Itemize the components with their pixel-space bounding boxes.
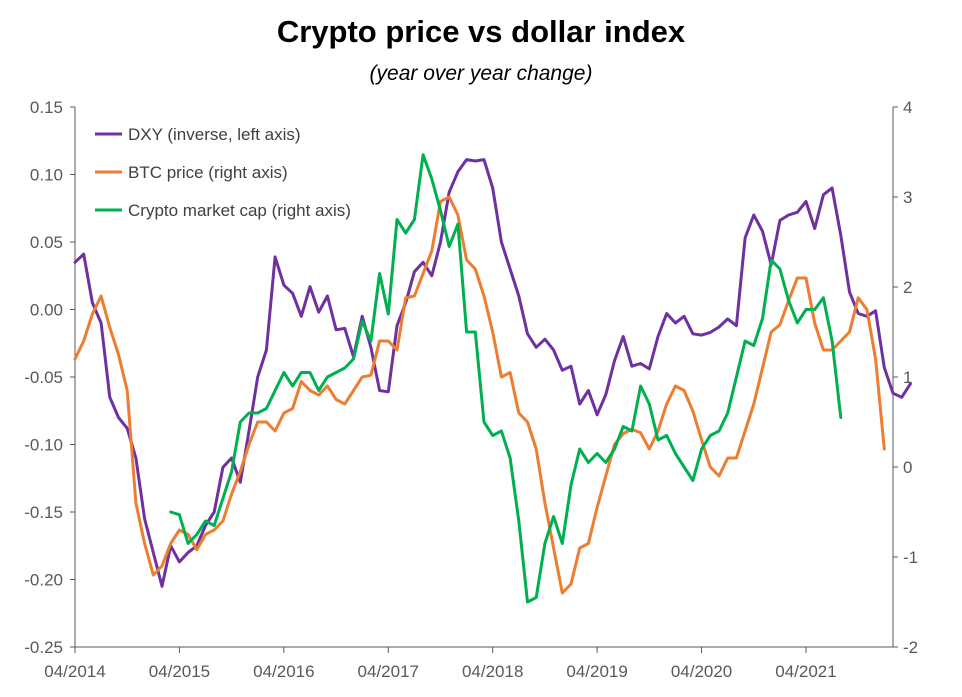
legend-label-1: DXY (inverse, left axis): [128, 125, 301, 144]
left-y-tick-label: 0.10: [30, 166, 63, 185]
left-y-tick-label: 0.05: [30, 233, 63, 252]
left-y-tick-label: 0.00: [30, 301, 63, 320]
left-y-tick-label: -0.05: [24, 368, 63, 387]
left-y-tick-label: 0.15: [30, 98, 63, 117]
x-tick-label: 04/2014: [44, 662, 105, 681]
x-tick-label: 04/2021: [775, 662, 836, 681]
right-y-tick-label: 3: [903, 188, 912, 207]
right-y-tick-label: 1: [903, 368, 912, 387]
series-line-2: [73, 195, 886, 595]
left-y-tick-label: -0.25: [24, 638, 63, 657]
x-tick-label: 04/2017: [358, 662, 419, 681]
series-line-3: [169, 153, 843, 604]
x-tick-label: 04/2019: [566, 662, 627, 681]
right-y-tick-label: -2: [903, 638, 918, 657]
left-y-tick-label: -0.20: [24, 571, 63, 590]
legend: DXY (inverse, left axis) BTC price (right…: [95, 125, 351, 220]
x-tick-label: 04/2020: [671, 662, 732, 681]
right-y-tick-label: -1: [903, 548, 918, 567]
chart-title: Crypto price vs dollar index: [276, 14, 686, 49]
x-tick-label: 04/2015: [149, 662, 210, 681]
right-y-tick-label: 0: [903, 458, 912, 477]
tick-labels: 0.15 0.10 0.05 0.00 -0.05 -0.10 -0.15 -0.20 -0.2…: [24, 98, 918, 681]
right-y-tick-label: 2: [903, 278, 912, 297]
axes: [74, 107, 894, 648]
left-y-tick-label: -0.15: [24, 503, 63, 522]
x-tick-label: 04/2018: [462, 662, 523, 681]
right-y-tick-label: 4: [903, 98, 912, 117]
x-tick-label: 04/2016: [253, 662, 314, 681]
left-y-tick-label: -0.10: [24, 436, 63, 455]
legend-label-3: Crypto market cap (right axis): [128, 201, 351, 220]
series-lines: [73, 153, 912, 604]
legend-label-2: BTC price (right axis): [128, 163, 288, 182]
series-line-1: [73, 158, 912, 588]
tick-marks: [70, 106, 898, 653]
chart-subtitle: (year over year change): [369, 62, 593, 85]
